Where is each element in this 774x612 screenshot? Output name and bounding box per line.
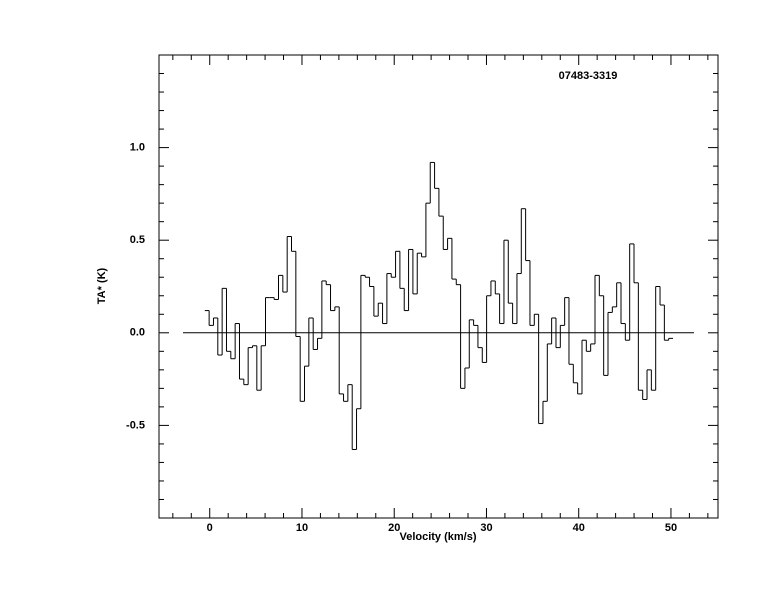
x-tick-label: 0 [207,522,213,534]
x-tick-label: 40 [573,522,585,534]
y-tick-label: -0.5 [126,419,145,431]
x-tick-label: 50 [665,522,677,534]
y-tick-label: 1.0 [130,142,145,154]
y-tick-label: 0.5 [130,234,145,246]
x-tick-label: 20 [388,522,400,534]
x-axis-label: Velocity (km/s) [399,531,476,543]
x-tick-label: 10 [296,522,308,534]
chart-title: 07483-3319 [559,70,618,82]
y-tick-label: 0.0 [130,327,145,339]
y-axis-label: TA* (K) [96,267,108,304]
plot-frame [158,54,719,519]
x-tick-label: 30 [480,522,492,534]
